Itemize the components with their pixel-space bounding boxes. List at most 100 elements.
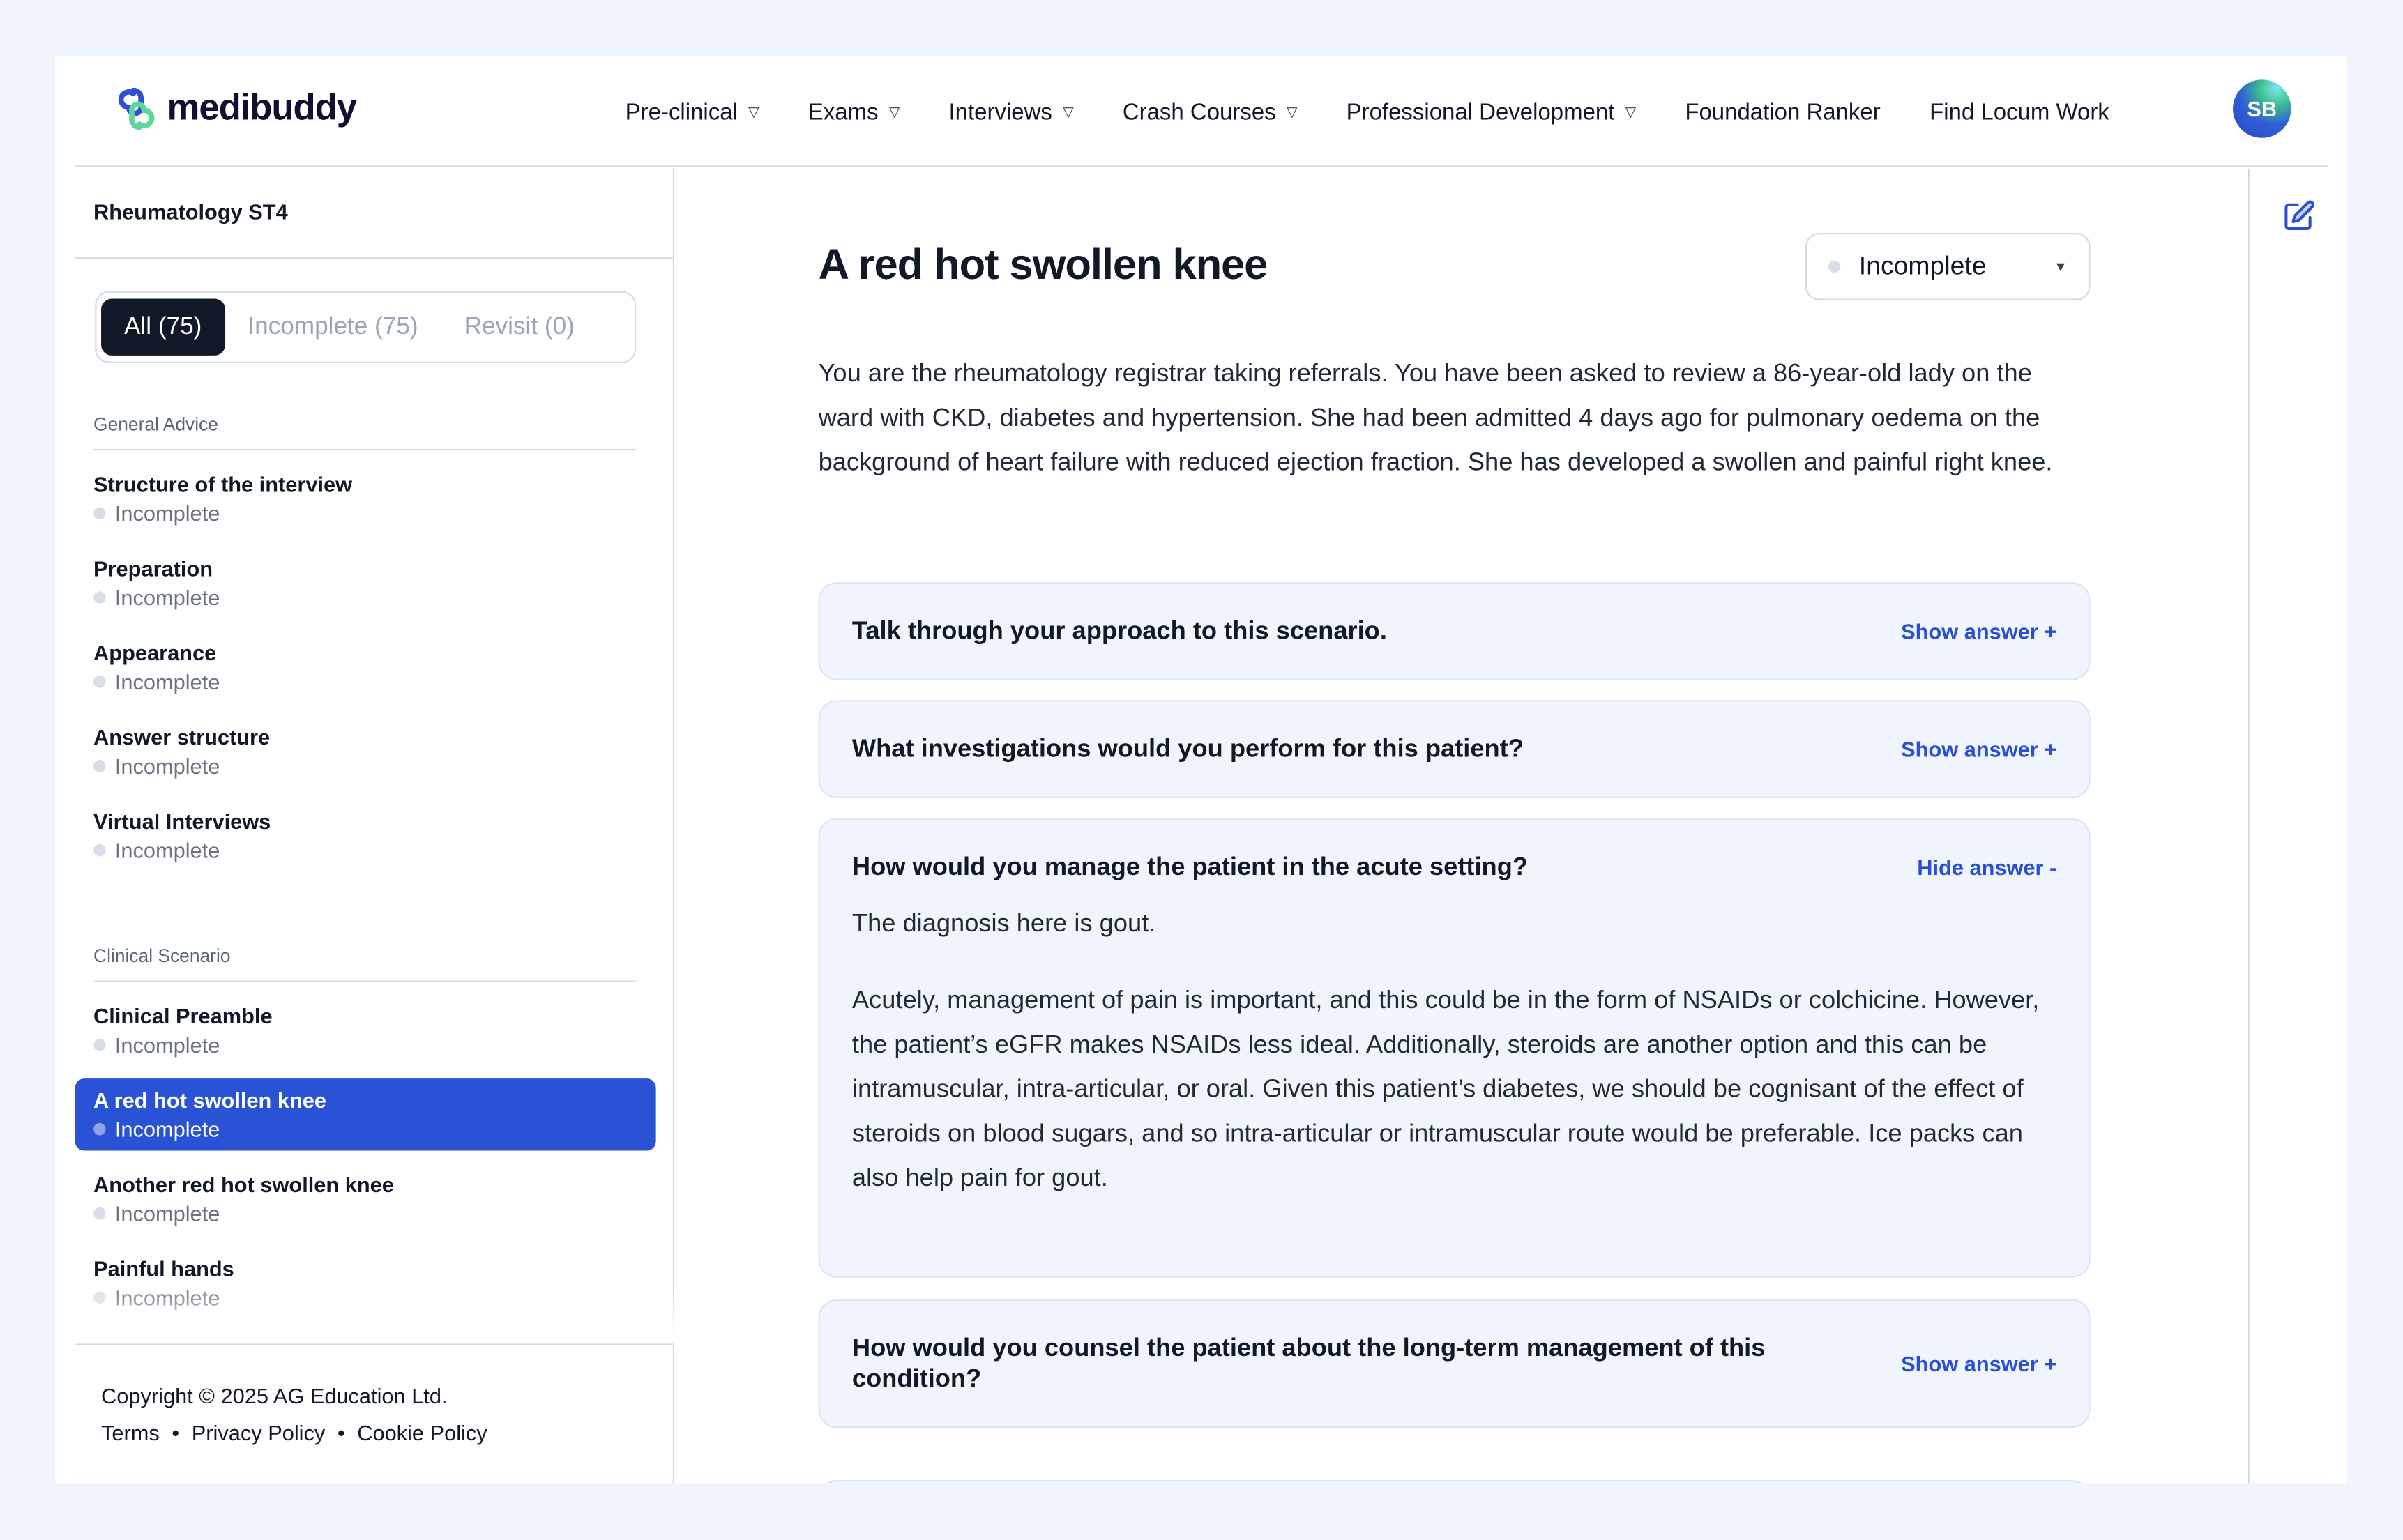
answer-paragraph: The diagnosis here is gout. (851, 910, 1156, 938)
section-heading: Clinical Scenario (93, 930, 637, 982)
nav-label: Professional Development (1346, 98, 1615, 125)
sidebar-item[interactable]: Answer structure Incomplete (75, 715, 656, 787)
item-status: Incomplete (93, 1032, 637, 1057)
status-label: Incomplete (114, 585, 220, 610)
status-label: Incomplete (114, 1117, 220, 1142)
tab-revisit[interactable]: Revisit (0) (464, 313, 575, 340)
item-status: Incomplete (93, 1201, 637, 1226)
terms-link[interactable]: Terms (101, 1420, 160, 1445)
nav-label: Exams (808, 98, 879, 125)
nav-label: Interviews (948, 98, 1052, 125)
top-nav: medibuddy Pre-clinical ▽ Exams ▽ Interviews ▽… (75, 56, 2328, 167)
edit-notes-button[interactable] (2282, 199, 2315, 241)
status-dot-icon (93, 1039, 106, 1051)
nav-item-foundation-ranker[interactable]: Foundation Ranker (1685, 99, 1880, 125)
divider (75, 257, 674, 259)
chevron-down-icon: ▽ (1063, 103, 1074, 119)
item-status: Incomplete (93, 838, 637, 862)
app-window: medibuddy Pre-clinical ▽ Exams ▽ Interviews ▽… (55, 56, 2347, 1484)
page-title: A red hot swollen knee (818, 241, 1268, 289)
item-title: Structure of the interview (93, 471, 353, 497)
nav-item-interviews[interactable]: Interviews ▽ (948, 99, 1073, 125)
show-answer-button[interactable]: Show answer + (1901, 618, 2057, 644)
item-title: Appearance (93, 640, 217, 665)
sidebar-item[interactable]: Clinical Preamble Incomplete (75, 994, 656, 1066)
question-text: What investigations would you perform fo… (851, 735, 1524, 763)
logo[interactable]: medibuddy (112, 84, 357, 133)
scroll-fade (75, 1282, 674, 1344)
status-label: Incomplete (114, 838, 220, 863)
item-title: A red hot swollen knee (93, 1088, 327, 1113)
footer: Copyright © 2025 AG Education Ltd. Terms… (75, 1343, 674, 1483)
chevron-down-icon: ▽ (1625, 103, 1637, 119)
question-card-expanded: How would you manage the patient in the … (818, 818, 2091, 1278)
avatar[interactable]: SB (2233, 79, 2291, 138)
status-label: Incomplete (114, 1032, 220, 1058)
topic-list[interactable]: General Advice Structure of the interview… (75, 398, 674, 1344)
cookie-policy-link[interactable]: Cookie Policy (357, 1420, 487, 1445)
sidebar-title: Rheumatology ST4 (93, 199, 288, 224)
status-select[interactable]: Incomplete ▼ (1805, 233, 2091, 300)
sidebar-item[interactable]: Preparation Incomplete (75, 547, 656, 619)
status-dot-icon (93, 507, 106, 520)
hide-answer-button[interactable]: Hide answer - (1917, 855, 2057, 880)
item-title: Clinical Preamble (93, 1003, 273, 1028)
question-card: What investigations would you perform fo… (818, 700, 2091, 799)
sidebar-item[interactable]: A red hot swollen knee Incomplete (75, 1078, 656, 1151)
item-title: Preparation (93, 556, 213, 581)
medibuddy-logo-icon (118, 87, 155, 130)
status-value: Incomplete (1858, 251, 1987, 281)
status-label: Incomplete (114, 501, 220, 526)
question-text: How would you manage the patient in the … (851, 853, 1529, 881)
nav-item-pre-clinical[interactable]: Pre-clinical ▽ (626, 99, 759, 125)
item-status: Incomplete (93, 1117, 637, 1141)
status-dot-icon (93, 676, 106, 688)
status-dot-icon (93, 844, 106, 857)
answer-text: The diagnosis here is gout. Acutely, man… (852, 902, 2056, 1201)
status-dot-icon (93, 591, 106, 604)
status-dot-icon (93, 1207, 106, 1220)
nav-label: Pre-clinical (625, 98, 738, 125)
chevron-down-icon: ▽ (1287, 103, 1298, 119)
privacy-policy-link[interactable]: Privacy Policy (191, 1420, 326, 1445)
nav-item-exams[interactable]: Exams ▽ (808, 99, 900, 125)
sidebar-item[interactable]: Virtual Interviews Incomplete (75, 800, 656, 871)
question-card: How would you counsel the patient about … (818, 1299, 2091, 1428)
nav-item-crash-courses[interactable]: Crash Courses ▽ (1123, 99, 1297, 125)
sidebar-item[interactable]: Structure of the interview Incomplete (75, 463, 656, 535)
nav-item-professional-development[interactable]: Professional Development ▽ (1347, 99, 1636, 125)
separator: • (337, 1420, 345, 1445)
chevron-down-icon: ▼ (2054, 259, 2068, 275)
item-status: Incomplete (93, 501, 637, 526)
nav-label: Find Locum Work (1930, 98, 2109, 125)
item-title: Answer structure (93, 724, 271, 749)
question-text: How would you counsel the patient about … (851, 1334, 1766, 1393)
item-title: Another red hot swollen knee (93, 1172, 394, 1197)
sidebar: Rheumatology ST4 All (75) Incomplete (75… (75, 168, 674, 1484)
sidebar-item[interactable]: Appearance Incomplete (75, 631, 656, 703)
sidebar-item[interactable]: Another red hot swollen knee Incomplete (75, 1163, 656, 1235)
show-answer-button[interactable]: Show answer + (1901, 1351, 2057, 1376)
item-status: Incomplete (93, 586, 637, 610)
chevron-down-icon: ▽ (888, 103, 900, 119)
status-dot-icon (1828, 260, 1841, 273)
tab-all[interactable]: All (75) (101, 298, 225, 356)
status-dot-icon (93, 760, 106, 772)
nav-label: Foundation Ranker (1685, 98, 1881, 125)
question-card (818, 1479, 2091, 1484)
item-title: Painful hands (93, 1256, 234, 1281)
edit-icon (2284, 200, 2314, 231)
main-nav: Pre-clinical ▽ Exams ▽ Interviews ▽ Crash Cour… (626, 56, 2109, 167)
scenario-intro: You are the rheumatology registrar takin… (818, 360, 2053, 477)
status-label: Incomplete (114, 754, 220, 779)
item-title: Virtual Interviews (93, 809, 271, 834)
right-rail (2248, 168, 2347, 1484)
show-answer-button[interactable]: Show answer + (1901, 737, 2057, 762)
answer-paragraph: Acutely, management of pain is important… (851, 986, 2040, 1192)
copyright: Copyright © 2025 AG Education Ltd. (101, 1383, 448, 1408)
nav-label: Crash Courses (1122, 98, 1276, 125)
item-status: Incomplete (93, 669, 637, 694)
nav-item-find-locum-work[interactable]: Find Locum Work (1930, 99, 2109, 125)
tab-incomplete[interactable]: Incomplete (75) (248, 313, 418, 340)
separator: • (172, 1420, 180, 1445)
